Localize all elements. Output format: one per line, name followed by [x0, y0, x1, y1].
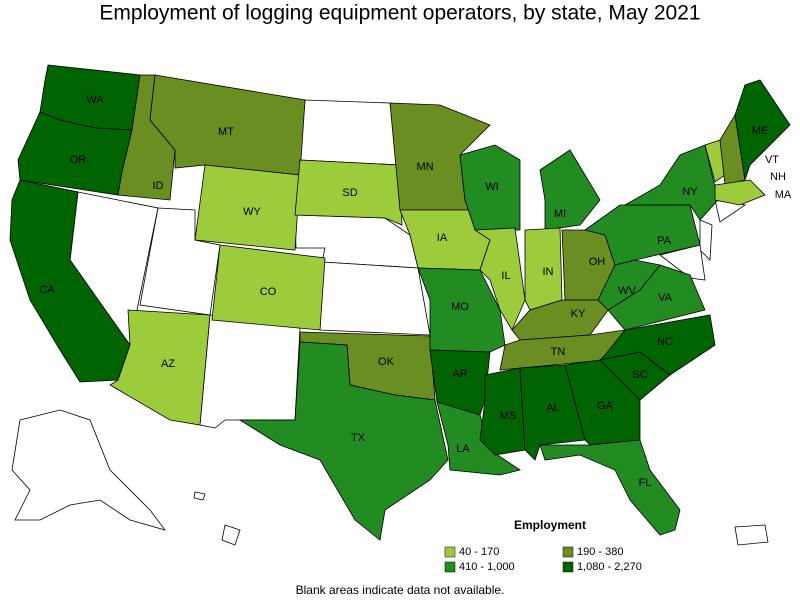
puerto-rico: [734, 524, 769, 546]
alaska: [11, 409, 167, 531]
state: [211, 244, 326, 331]
footnote: Blank areas indicate data not available.: [296, 583, 505, 597]
state-label: ID: [153, 180, 164, 192]
state: [714, 179, 766, 206]
state: [623, 144, 719, 221]
state-label: MI: [554, 208, 566, 220]
state-label: OR: [70, 154, 87, 166]
legend-swatch: [444, 546, 456, 558]
state-label: AZ: [161, 358, 175, 370]
state-label: IL: [501, 270, 510, 282]
state-label: KY: [571, 308, 586, 320]
state-label: PA: [657, 235, 672, 247]
state: [238, 341, 449, 541]
state: [109, 309, 211, 426]
state: [598, 314, 716, 376]
state-blank: [199, 314, 301, 429]
state-label: SD: [342, 187, 357, 199]
legend-label: 410 - 1,000: [459, 561, 515, 573]
state: [459, 144, 521, 231]
state-label: SC: [632, 369, 647, 381]
state-blank: [699, 219, 713, 261]
state-label: WA: [86, 94, 104, 106]
state: [194, 164, 301, 251]
legend-swatch: [444, 561, 456, 573]
legend-swatch: [562, 546, 574, 558]
state-label: MN: [416, 161, 433, 173]
state-label: AR: [452, 368, 467, 380]
state-label: TX: [351, 432, 366, 444]
state-label: VT: [765, 154, 779, 166]
state-label: CA: [39, 284, 55, 296]
state-label: VA: [658, 292, 673, 304]
title: Employment of logging equipment operator…: [99, 2, 700, 25]
legend-label: 1,080 - 2,270: [577, 561, 642, 573]
state-blank: [319, 261, 431, 336]
state-label: TN: [551, 346, 566, 358]
state: [417, 267, 506, 353]
blank-states: [11, 99, 769, 546]
state-label: OH: [589, 256, 606, 268]
state-label: NH: [770, 171, 786, 183]
legend-label: 190 - 380: [577, 546, 623, 558]
state-label: CO: [260, 286, 277, 298]
state-label: FL: [639, 477, 652, 489]
state: [9, 179, 131, 383]
state: [436, 401, 521, 476]
state-label: ME: [752, 125, 769, 137]
state-blank: [299, 99, 401, 166]
state-label: LA: [456, 443, 470, 455]
legend-title: Employment: [514, 518, 586, 532]
state-label: MO: [451, 301, 469, 313]
states: WA OR CA ID MT WY CO AZ SD OK TX MN IA MO AR LA WI IL MI IN…: [9, 64, 792, 541]
state: [511, 299, 609, 341]
legend-swatch: [562, 561, 574, 573]
state: [149, 74, 306, 176]
legend: Employment 40 - 170 190 - 380 410 - 1,000 1…: [444, 518, 642, 573]
state-label: MA: [775, 189, 792, 201]
state-label: NC: [657, 336, 673, 348]
state-label: WI: [485, 181, 498, 193]
legend-label: 40 - 170: [459, 546, 499, 558]
state: [473, 227, 526, 331]
state-label: IN: [543, 266, 554, 278]
state: [734, 79, 791, 181]
state-label: WV: [618, 285, 636, 297]
state: [294, 159, 403, 226]
state-label: MS: [500, 410, 517, 422]
state-label: AL: [546, 402, 559, 414]
state-label: NY: [682, 186, 698, 198]
state-label: OK: [378, 356, 395, 368]
hawaii: [193, 491, 206, 501]
state-label: WY: [243, 206, 261, 218]
state: [539, 439, 681, 536]
state: [539, 149, 601, 231]
state-label: MT: [218, 126, 234, 138]
state-label: IA: [437, 232, 448, 244]
hawaii: [221, 524, 241, 546]
state-label: GA: [597, 400, 614, 412]
